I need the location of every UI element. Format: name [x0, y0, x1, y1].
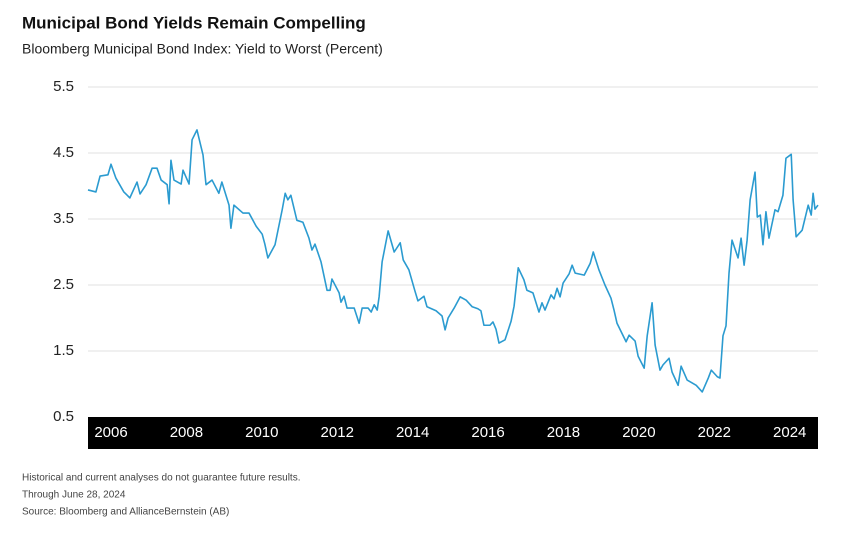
chart-subtitle: Bloomberg Municipal Bond Index: Yield to…	[22, 41, 383, 57]
y-tick-label: 5.5	[53, 78, 74, 95]
x-tick-label: 2022	[698, 424, 731, 441]
x-tick-label: 2006	[94, 424, 127, 441]
x-tick-label: 2018	[547, 424, 580, 441]
footnote: Historical and current analyses do not g…	[22, 473, 301, 484]
chart-title: Municipal Bond Yields Remain Compelling	[22, 13, 366, 32]
x-tick-label: 2024	[773, 424, 806, 441]
y-tick-label: 4.5	[53, 144, 74, 161]
footnote: Through June 28, 2024	[22, 490, 126, 501]
y-tick-label: 1.5	[53, 342, 74, 359]
x-tick-label: 2016	[471, 424, 504, 441]
footnote: Source: Bloomberg and AllianceBernstein …	[22, 507, 229, 518]
x-tick-label: 2020	[622, 424, 655, 441]
y-tick-label: 2.5	[53, 276, 74, 293]
x-tick-label: 2012	[321, 424, 354, 441]
y-tick-label: 3.5	[53, 210, 74, 227]
y-tick-label: 0.5	[53, 408, 74, 425]
x-tick-label: 2008	[170, 424, 203, 441]
line	[87, 129, 819, 393]
x-tick-label: 2014	[396, 424, 429, 441]
x-tick-label: 2010	[245, 424, 278, 441]
x-axis-band	[88, 417, 818, 449]
